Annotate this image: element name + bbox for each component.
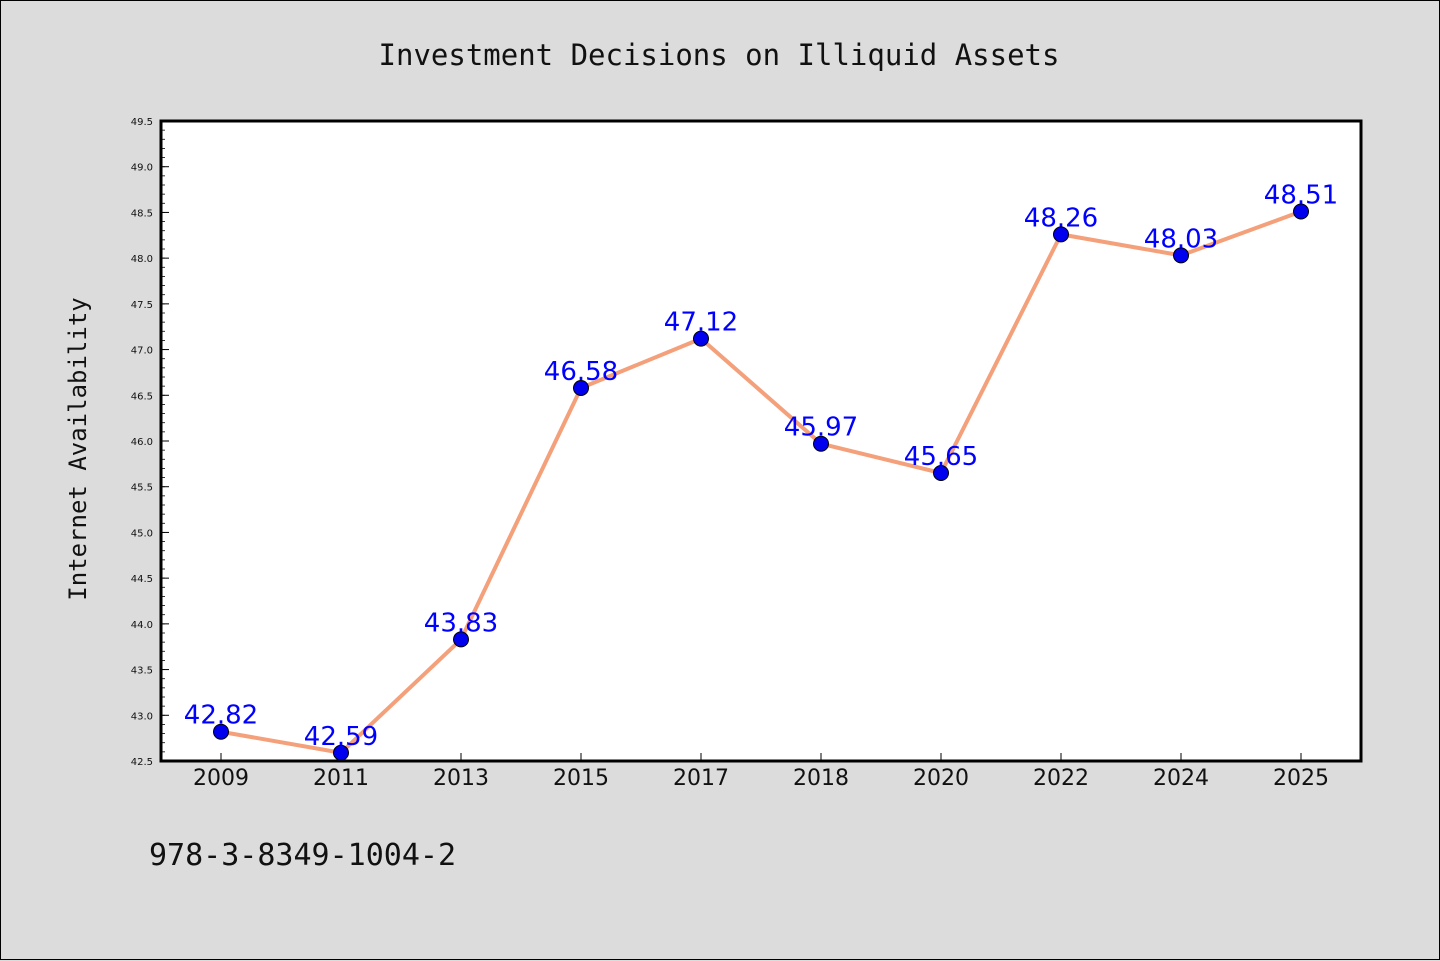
y-axis-label: Internet Availability — [64, 297, 92, 600]
x-tick-label: 2017 — [673, 766, 729, 791]
x-tick-label: 2013 — [433, 766, 489, 791]
y-tick-label: 49.0 — [131, 163, 153, 174]
y-tick-label: 49.5 — [131, 117, 153, 128]
data-point — [813, 435, 829, 452]
footer-isbn: 978-3-8349-1004-2 — [149, 838, 456, 873]
data-label: 42.82 — [184, 701, 258, 731]
x-axis-ticks: 2009 2011 2013 2015 2017 2018 2020 2022 2024 2025 — [193, 753, 1329, 791]
data-label: 48.26 — [1024, 203, 1098, 233]
x-tick-label: 2025 — [1273, 766, 1329, 791]
y-tick-label: 44.0 — [131, 620, 153, 631]
data-label: 45.65 — [904, 442, 978, 472]
series-line — [220, 209, 1302, 755]
y-tick-label: 47.0 — [131, 346, 153, 357]
y-tick-label: 48.0 — [131, 254, 153, 265]
x-tick-label: 2024 — [1153, 766, 1209, 791]
data-label: 45.97 — [784, 413, 858, 443]
plot-border — [159, 119, 1363, 763]
data-label: 43.83 — [424, 608, 498, 638]
data-point — [933, 465, 949, 481]
data-point — [573, 379, 589, 396]
data-point — [1293, 203, 1309, 220]
x-tick-label: 2018 — [793, 766, 849, 791]
data-label: 48.51 — [1264, 181, 1338, 211]
chart-title: Investment Decisions on Illiquid Assets — [379, 38, 1060, 72]
data-point — [453, 631, 469, 648]
y-tick-label: 45.5 — [131, 483, 153, 494]
data-labels: 42.82 42.59 43.83 46.58 47.12 45.97 45.65 48.26… — [184, 181, 1338, 752]
y-tick-label: 44.5 — [131, 574, 153, 585]
y-tick-label: 45.0 — [131, 528, 153, 539]
y-tick-label: 42.5 — [131, 757, 153, 768]
plot-area — [161, 121, 1361, 761]
x-tick-label: 2009 — [193, 766, 249, 791]
x-tick-label: 2020 — [913, 766, 969, 791]
data-label: 48.03 — [1144, 224, 1218, 254]
y-tick-label: 47.5 — [131, 300, 153, 311]
y-tick-label: 46.5 — [131, 391, 153, 402]
x-tick-label: 2015 — [553, 766, 609, 791]
data-point — [1053, 226, 1069, 243]
y-axis-ticks: 42.5 43.0 43.5 44.0 44.5 45.0 45.5 46.0 46.5 47.0… — [131, 117, 169, 768]
data-label: 47.12 — [664, 308, 738, 338]
data-point — [1173, 247, 1189, 264]
x-tick-label: 2011 — [313, 766, 369, 791]
series-line-group — [220, 209, 1302, 755]
data-label: 42.59 — [304, 722, 378, 752]
y-tick-label: 48.5 — [131, 208, 153, 219]
data-point — [213, 723, 229, 740]
y-tick-label: 46.0 — [131, 437, 153, 448]
y-tick-label: 43.5 — [131, 666, 153, 677]
y-tick-label: 43.0 — [131, 711, 153, 722]
x-tick-label: 2022 — [1033, 766, 1089, 791]
data-point — [693, 330, 709, 347]
data-label: 46.58 — [544, 357, 618, 387]
